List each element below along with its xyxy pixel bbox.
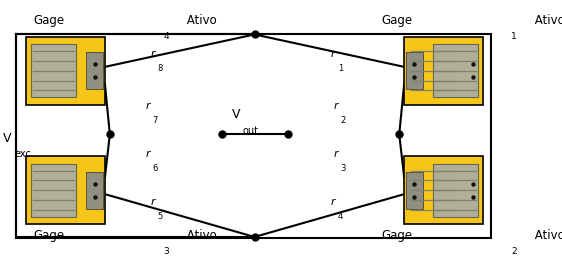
- Text: 1: 1: [338, 64, 343, 73]
- Bar: [406, 172, 423, 209]
- Text: Gage: Gage: [34, 229, 65, 242]
- Text: r: r: [151, 197, 155, 207]
- Bar: [404, 156, 483, 224]
- Text: V: V: [232, 108, 240, 121]
- Bar: [86, 172, 103, 209]
- Text: Gage: Gage: [382, 14, 413, 27]
- Bar: [433, 44, 478, 97]
- Text: 1: 1: [511, 32, 516, 41]
- Bar: [26, 156, 105, 224]
- Text: 3: 3: [163, 247, 169, 256]
- Text: r: r: [330, 197, 336, 207]
- Bar: [404, 37, 483, 105]
- Text: 7: 7: [152, 116, 158, 125]
- Text: 6: 6: [152, 164, 158, 173]
- Text: 4: 4: [338, 212, 343, 221]
- Text: r: r: [146, 101, 150, 111]
- Text: Ativo: Ativo: [183, 229, 217, 242]
- Text: 2: 2: [341, 116, 346, 125]
- Text: exc.: exc.: [15, 149, 34, 159]
- Text: 8: 8: [157, 64, 163, 73]
- Text: V: V: [3, 132, 12, 145]
- Text: 4: 4: [163, 32, 169, 41]
- Text: Ativo: Ativo: [531, 14, 562, 27]
- Text: r: r: [330, 49, 336, 59]
- Text: 2: 2: [511, 247, 516, 256]
- Bar: [433, 164, 478, 217]
- Text: Gage: Gage: [34, 14, 65, 27]
- Text: r: r: [151, 49, 155, 59]
- Text: r: r: [146, 149, 150, 159]
- Text: Gage: Gage: [382, 229, 413, 242]
- Bar: [406, 52, 423, 89]
- Bar: [26, 37, 105, 105]
- Text: out.: out.: [243, 126, 262, 136]
- Bar: [31, 44, 76, 97]
- Text: Ativo: Ativo: [531, 229, 562, 242]
- Text: r: r: [333, 149, 338, 159]
- Text: 5: 5: [157, 212, 163, 221]
- Text: r: r: [333, 101, 338, 111]
- Bar: [31, 164, 76, 217]
- Text: 3: 3: [341, 164, 346, 173]
- Bar: [86, 52, 103, 89]
- Text: Ativo: Ativo: [183, 14, 217, 27]
- Bar: [16, 34, 491, 238]
